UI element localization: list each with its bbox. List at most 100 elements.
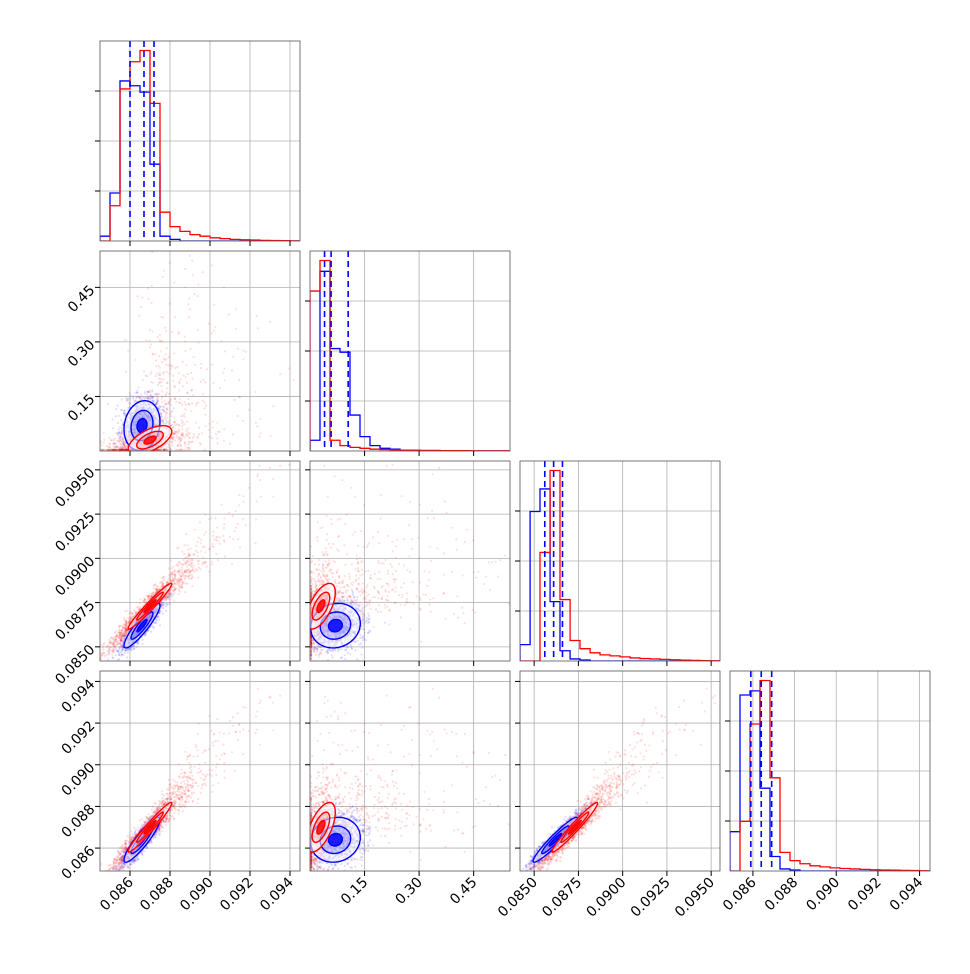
y-axis-1-0: 0.150.300.45 [65, 282, 100, 424]
scatter-point [126, 657, 128, 659]
scatter-point [184, 350, 186, 352]
scatter-point [181, 434, 183, 436]
scatter-point [146, 393, 148, 395]
scatter-point [197, 436, 199, 438]
scatter-point [204, 209, 206, 211]
scatter-point [128, 402, 130, 404]
scatter-point [211, 364, 213, 366]
scatter-point [93, 449, 95, 451]
scatter-point [184, 416, 186, 418]
scatter-point [113, 443, 115, 445]
scatter-point [159, 367, 161, 369]
scatter-point [166, 243, 168, 245]
scatter-point [173, 433, 175, 435]
scatter-point [140, 306, 142, 308]
scatter-point [149, 346, 151, 348]
scatter-point [191, 389, 193, 391]
scatter-point [160, 350, 162, 352]
scatter-point [117, 422, 119, 424]
scatter-point [180, 448, 182, 450]
scatter-point [184, 436, 186, 438]
scatter-point [159, 339, 161, 341]
scatter-point [141, 297, 143, 299]
scatter-point [150, 343, 152, 345]
scatter-point [140, 394, 142, 396]
scatter-point [191, 260, 193, 262]
scatter-point [238, 379, 240, 381]
scatter-point [184, 442, 186, 444]
scatter-point [119, 426, 121, 428]
scatter-point [195, 421, 197, 423]
scatter-point [256, 425, 258, 427]
scatter-point [165, 605, 167, 607]
scatter-point [152, 399, 154, 401]
scatter-point [184, 444, 186, 446]
scatter-point [88, 663, 90, 665]
scatter-point [169, 413, 171, 415]
scatter-point [168, 420, 170, 422]
scatter-point [181, 425, 183, 427]
scatter-point [166, 387, 168, 389]
scatter-point [192, 437, 194, 439]
scatter-point [121, 653, 123, 655]
scatter-point [136, 390, 138, 392]
scatter-point [202, 400, 204, 402]
scatter-point [204, 413, 206, 415]
scatter-point [161, 395, 163, 397]
scatter-point [212, 535, 214, 537]
x-axis-0-0 [130, 241, 290, 246]
scatter-point [156, 403, 158, 405]
scatter-point [174, 421, 176, 423]
scatter-point [143, 370, 145, 372]
scatter-point [118, 629, 120, 631]
scatter-point [162, 276, 164, 278]
scatter-point [256, 500, 258, 502]
scatter-panel-1-0 [80, 0, 634, 455]
scatter-point [157, 336, 159, 338]
scatter-point [181, 566, 183, 568]
scatter-point [149, 340, 151, 342]
scatter-point [151, 625, 153, 627]
scatter-point [147, 395, 149, 397]
scatter-point [169, 262, 171, 264]
scatter-point [231, 369, 233, 371]
scatter-point [168, 356, 170, 358]
scatter-point [109, 446, 111, 448]
scatter-point [111, 640, 113, 642]
scatter-point [224, 379, 226, 381]
scatter-point [175, 437, 177, 439]
scatter-point [162, 373, 164, 375]
scatter-point [147, 298, 149, 300]
scatter-point [88, 449, 90, 451]
x-axis-1-1 [365, 451, 474, 456]
scatter-point [188, 316, 190, 318]
scatter-point [174, 385, 176, 387]
scatter-point [224, 517, 226, 519]
scatter-point [83, 449, 85, 451]
scatter-point [156, 398, 158, 400]
scatter-point [164, 353, 166, 355]
scatter-point [121, 398, 123, 400]
scatter-point [269, 435, 271, 437]
scatter-point [157, 394, 159, 396]
scatter-point [115, 432, 117, 434]
scatter-point [198, 567, 200, 569]
scatter-point [272, 496, 274, 498]
scatter-point [176, 434, 178, 436]
scatter-point [632, 146, 634, 148]
scatter-point [169, 303, 171, 305]
scatter-point [162, 316, 164, 318]
x-tick-label: 0.086 [720, 874, 760, 914]
scatter-point [170, 404, 172, 406]
scatter-point [115, 408, 117, 410]
histogram-1-blue-step [310, 271, 510, 451]
scatter-point [125, 371, 127, 373]
scatter-point [151, 285, 153, 287]
scatter-point [224, 541, 226, 543]
scatter-point [192, 219, 194, 221]
scatter-point [288, 367, 290, 369]
scatter-point [153, 622, 155, 624]
scatter-point [190, 410, 192, 412]
y-tick-label: 0.45 [65, 282, 98, 315]
